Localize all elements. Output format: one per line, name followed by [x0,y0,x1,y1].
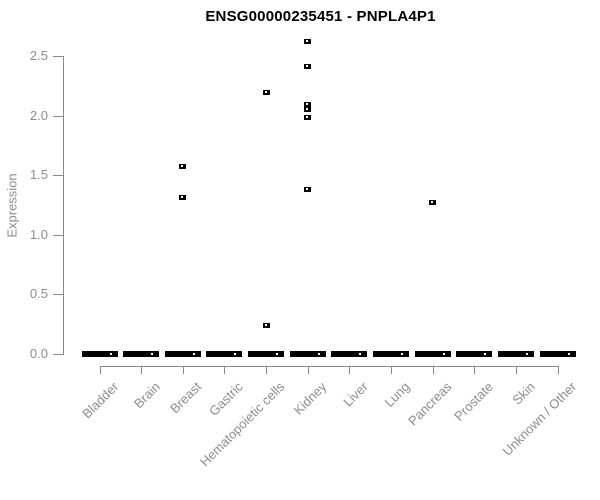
x-tick-label: Pancreas [404,379,455,429]
marker-hole [306,188,309,190]
plot-title: ENSG00000235451 - PNPLA4P1 [205,8,436,25]
data-point [304,107,312,113]
zero-cluster-bar [164,351,201,357]
x-tick [557,366,559,374]
x-tick-label: Lung [381,379,413,411]
y-axis-line [63,56,64,355]
x-tick-label: Prostate [451,379,497,424]
x-tick-label: Skin [509,379,538,408]
marker-hole [306,40,309,43]
marker-hole [306,65,309,68]
y-tick [53,294,63,296]
x-tick [432,366,434,374]
marker-hole [431,201,434,204]
zero-cluster-bar [373,351,410,357]
x-tick-label: Breast [167,379,205,417]
data-point [262,322,270,328]
data-point [304,187,312,192]
data-point [429,200,437,206]
marker-hole [317,353,320,355]
x-tick [516,366,518,374]
y-tick [53,234,63,236]
marker-hole [359,353,362,355]
marker-hole [192,353,195,355]
zero-cluster-bar [498,351,535,357]
x-tick-label: Kidney [290,379,330,418]
x-tick-label: Liver [340,379,372,410]
data-point [179,164,187,170]
y-tick [53,175,63,177]
x-tick [307,366,309,374]
y-tick-label: 0.0 [29,346,48,361]
y-tick [53,115,63,117]
y-tick-label: 2.0 [29,107,48,123]
marker-hole [264,323,267,326]
marker-hole [567,353,570,355]
data-point [304,64,312,70]
marker-hole [306,108,309,111]
marker-hole [181,165,184,168]
x-tick [266,366,268,374]
data-point [262,90,270,96]
data-point [304,115,312,121]
x-tick [224,366,226,374]
x-tick [99,366,101,374]
zero-cluster-bar [248,351,285,357]
y-tick-label: 0.5 [29,286,48,302]
x-tick [474,366,476,374]
marker-hole [484,353,487,355]
x-tick-label: Bladder [78,379,122,422]
zero-cluster-bar [539,351,576,357]
data-point [179,195,187,201]
zero-cluster-bar [289,351,326,357]
marker-hole [276,353,279,355]
marker-hole [264,91,267,94]
x-tick [141,366,143,374]
data-point [304,39,312,45]
marker-hole [401,353,404,355]
marker-hole [181,196,184,199]
marker-hole [306,103,309,106]
x-tick [349,366,351,374]
zero-cluster-bar [206,351,243,357]
x-axis-line [99,366,559,367]
y-tick [53,354,63,355]
y-tick-label: 1.5 [29,167,48,183]
zero-cluster-bar [331,351,368,357]
marker-hole [151,353,154,355]
marker-hole [109,353,112,355]
x-tick-label: Brain [130,379,163,412]
marker-hole [234,353,237,355]
marker-hole [306,116,309,119]
y-tick [53,56,63,57]
marker-hole [526,353,529,355]
x-tick [182,366,184,374]
x-tick [391,366,393,374]
data-point [304,102,312,108]
zero-cluster-bar [81,351,118,357]
y-tick-label: 1.0 [29,226,48,242]
marker-hole [442,353,445,355]
y-tick-label: 2.5 [29,48,48,63]
zero-cluster-bar [123,351,160,357]
x-tick-label: Gastric [206,379,247,419]
x-tick-label: Unknown / Other [499,379,580,459]
zero-cluster-bar [414,351,451,357]
zero-cluster-bar [456,351,493,357]
